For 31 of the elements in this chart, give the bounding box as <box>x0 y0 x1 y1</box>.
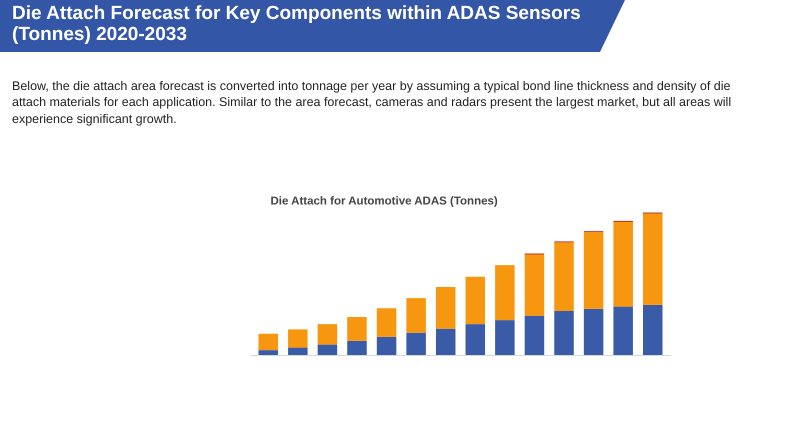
bar <box>524 316 544 356</box>
bar <box>584 232 604 309</box>
bar <box>642 214 663 305</box>
bar <box>258 334 278 350</box>
bar <box>495 265 515 320</box>
bar <box>524 254 544 316</box>
bar <box>318 344 338 356</box>
bar <box>466 276 486 324</box>
text: Die Attach for Automotive ADAS (Tonnes) <box>270 196 498 208</box>
bar <box>347 317 367 341</box>
bar <box>376 336 396 356</box>
bar <box>466 324 486 356</box>
bar <box>436 287 456 329</box>
bar <box>376 308 396 337</box>
bar <box>584 308 604 356</box>
chart-subtitle: Below, the die attach area forecast is converted into tonnage per year by assuming a typical bond line thickness and density of die attach materials for each application. Similar to the area forecast, cameras and radars present the largest market, but all areas will experience significant growth. <box>11 78 732 127</box>
bar <box>318 324 338 345</box>
bar <box>288 329 308 348</box>
bar <box>613 306 633 356</box>
bar <box>406 298 426 333</box>
bar <box>554 242 574 312</box>
bar <box>436 328 456 356</box>
bar <box>613 222 633 307</box>
bar <box>347 340 367 356</box>
bar <box>288 348 308 356</box>
bar <box>642 304 663 356</box>
bar <box>554 311 574 356</box>
bar <box>495 320 515 356</box>
chart-title: Die Attach Forecast for Key Components within ADAS Sensors (Tonnes) 2020-2033 <box>0 0 625 52</box>
bar <box>406 332 426 356</box>
bar <box>258 350 278 356</box>
